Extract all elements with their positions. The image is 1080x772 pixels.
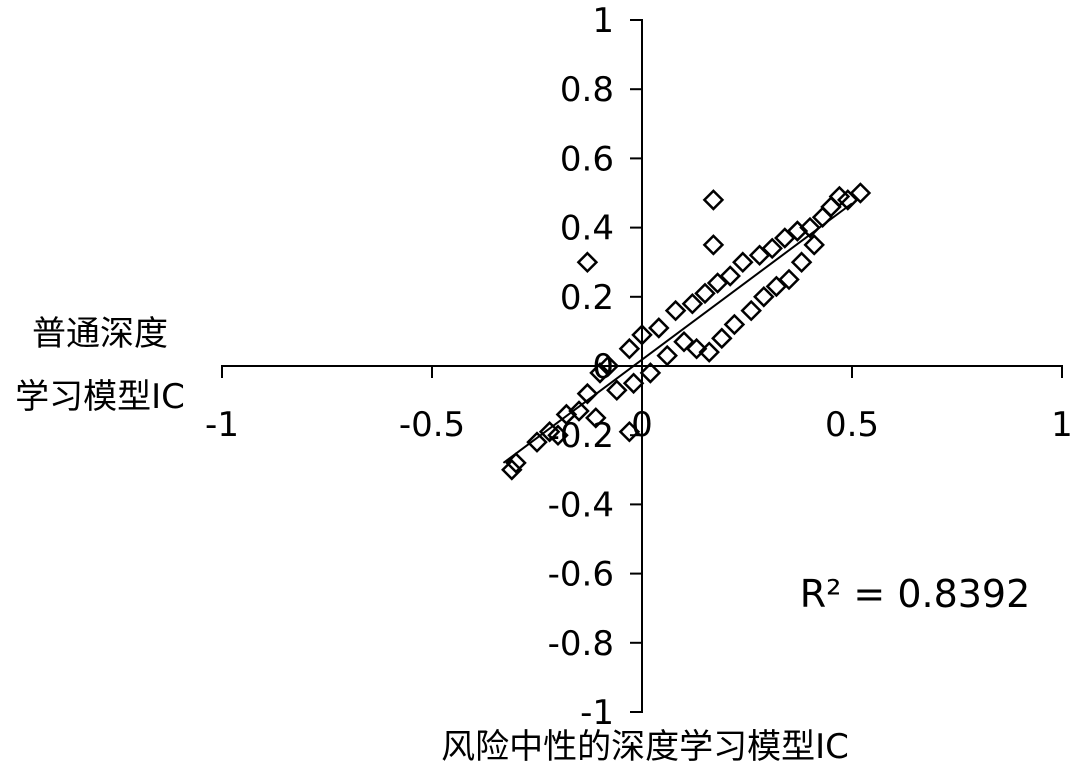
y-axis-title-line-2: 学习模型IC [15, 377, 185, 417]
data-point [656, 344, 678, 367]
y-axis-title-line-1: 普通深度 [32, 314, 168, 354]
data-point [664, 299, 687, 322]
y-ticks-group: 10.80.60.40.20-0.2-0.4-0.6-0.8-1 [548, 1, 643, 733]
data-point [799, 216, 821, 239]
x-tick-label: 0 [631, 405, 653, 445]
data-point [501, 459, 523, 481]
y-tick-label: 0.4 [560, 209, 614, 249]
x-axis-title: 风险中性的深度学习模型IC [441, 727, 849, 767]
data-point [694, 282, 716, 305]
data-point [711, 327, 733, 350]
y-tick-label: -1 [580, 693, 614, 733]
data-point [648, 317, 670, 339]
data-point [778, 268, 800, 291]
data-point [702, 189, 725, 211]
data-point [790, 251, 813, 273]
data-point [673, 331, 695, 353]
trendline [502, 202, 853, 464]
data-point [576, 251, 599, 273]
y-tick-label: 0.8 [560, 70, 614, 110]
data-point [606, 379, 628, 401]
x-tick-label: -0.5 [399, 405, 465, 445]
data-point [526, 431, 548, 453]
x-ticks-group: -1 -0.5 0 0.5 1 [205, 365, 1073, 445]
data-point [639, 362, 662, 384]
y-tick-label: -0.6 [548, 555, 614, 595]
data-point [576, 382, 599, 405]
data-point [622, 372, 645, 395]
data-point [732, 251, 754, 273]
data-point [547, 424, 569, 446]
r-squared-label: R² = 0.8392 [800, 572, 1031, 616]
y-tick-label: 0.2 [560, 278, 614, 318]
data-point [740, 299, 762, 322]
data-point [685, 337, 708, 360]
data-point [723, 313, 746, 336]
data-point [618, 337, 641, 360]
data-point [631, 324, 653, 346]
y-tick-label: -0.4 [548, 485, 614, 525]
x-tick-label: -1 [205, 405, 239, 445]
data-point [849, 182, 872, 204]
x-tick-label: 0.5 [825, 405, 879, 445]
data-point [698, 341, 720, 363]
data-point [761, 237, 783, 260]
data-point [828, 185, 851, 208]
points-group [501, 182, 872, 481]
x-tick-label: 1 [1051, 405, 1073, 445]
data-point [597, 355, 620, 377]
data-point [748, 244, 771, 267]
data-point [786, 220, 809, 242]
y-tick-label: 0.6 [560, 139, 614, 179]
data-point [505, 452, 527, 474]
data-point [585, 407, 607, 429]
data-point [702, 234, 725, 256]
data-point [719, 265, 741, 287]
data-point [568, 400, 590, 422]
data-point [803, 234, 825, 256]
y-tick-label: -0.8 [548, 624, 614, 664]
data-point [753, 286, 775, 308]
data-point [589, 362, 611, 384]
y-tick-label: 1 [592, 1, 614, 41]
data-point [618, 420, 641, 443]
data-point [681, 292, 704, 315]
